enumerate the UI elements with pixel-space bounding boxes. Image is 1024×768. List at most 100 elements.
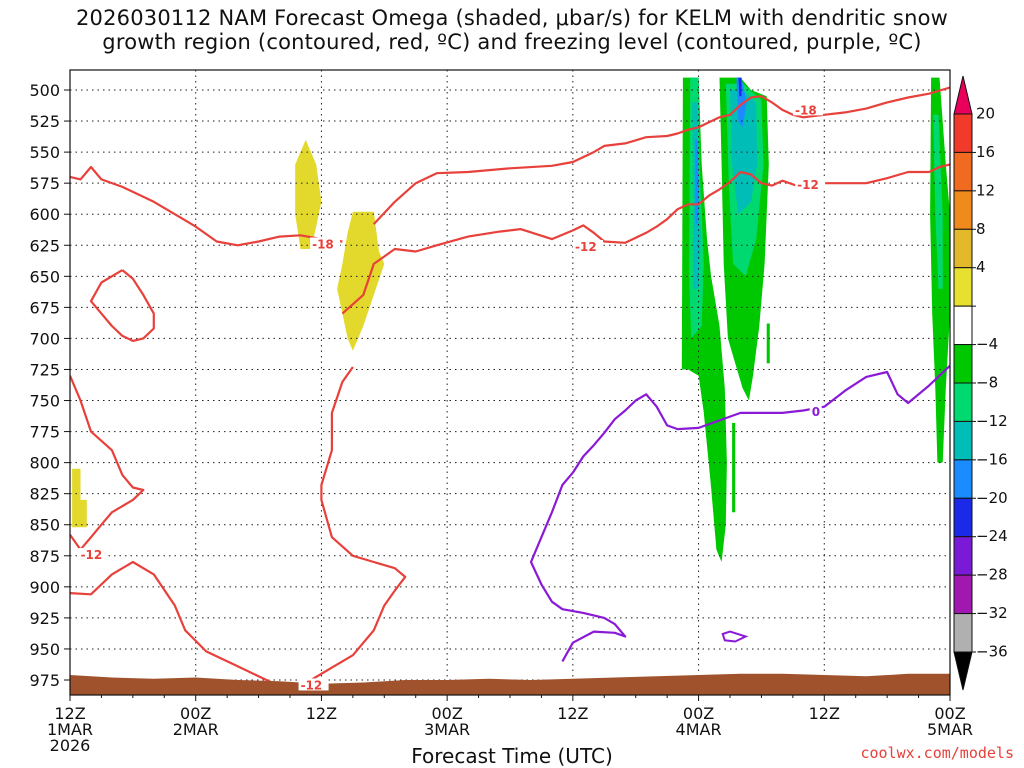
contour-freezing-level	[529, 364, 950, 662]
contour-label-bg-red-2	[795, 177, 826, 190]
x-tick-label-72-1: 12Z	[809, 704, 840, 723]
contour-label-bg-red-3	[573, 239, 604, 252]
colorbar-label-7: −12	[976, 412, 1008, 430]
colorbar: 20 16 12 8 4 −4 −8 −12 −16 −20 −24 −28 −32 −36	[953, 75, 1008, 691]
x-tick-label-84-1: 00Z	[934, 704, 965, 723]
colorbar-label-3: 8	[976, 220, 986, 238]
contour-label-bg-red-4	[298, 678, 329, 691]
contour-red-upper-left	[70, 165, 343, 247]
x-axis-label: Forecast Time (UTC)	[411, 744, 613, 768]
y-tick-label-625: 625	[29, 236, 60, 255]
contour-label-bg-red-1	[793, 103, 824, 116]
contour-red-lower-full	[341, 163, 950, 315]
y-tick-label-700: 700	[29, 329, 60, 348]
colorbar-swatch-5	[953, 305, 973, 346]
contour-label-red-2: -12	[797, 178, 819, 192]
contour-label-red-4: -12	[301, 678, 323, 692]
colorbar-label-2: 12	[976, 181, 995, 199]
colorbar-label-4: 4	[976, 258, 986, 276]
omega-blob-2	[72, 468, 87, 528]
y-tick-label-775: 775	[29, 423, 60, 442]
x-tick-label-48-1: 12Z	[557, 704, 588, 723]
colorbar-swatch-13	[953, 613, 973, 653]
y-tick-label-975: 975	[29, 671, 60, 690]
colorbar-label-0: 20	[976, 105, 995, 123]
omega-blob-13	[732, 422, 736, 513]
contour-red-big-loop	[70, 366, 407, 694]
x-tick-label-0-3: 2026	[50, 736, 91, 755]
y-tick-label-525: 525	[29, 112, 60, 131]
colorbar-label-12: −32	[976, 604, 1008, 622]
contour-label-red-3: -12	[575, 240, 597, 254]
y-tick-label-850: 850	[29, 516, 60, 535]
y-tick-label-650: 650	[29, 267, 60, 286]
y-tick-label-825: 825	[29, 485, 60, 504]
y-axis: 500 525 550 575 600 625 650 675 700 725 750 775 800 8…	[29, 81, 70, 690]
x-tick-label-84-2: 5MAR	[927, 720, 973, 739]
colorbar-label-6: −8	[976, 374, 998, 392]
omega-shading	[72, 77, 950, 562]
y-tick-label-925: 925	[29, 609, 60, 628]
x-tick-label-0-1: 12Z	[54, 704, 85, 723]
x-tick-label-36-2: 3MAR	[424, 720, 470, 739]
omega-blob-10	[736, 77, 747, 128]
colorbar-swatch-12	[953, 574, 973, 615]
terrain-ground	[70, 673, 950, 695]
y-tick-label-750: 750	[29, 392, 60, 411]
colorbar-swatch-4	[953, 267, 973, 307]
contour-label-bg-red-5	[78, 548, 109, 561]
y-tick-label-675: 675	[29, 298, 60, 317]
colorbar-swatch-3	[953, 228, 973, 269]
y-tick-label-950: 950	[29, 640, 60, 659]
contour-label-bg-purple-0	[809, 404, 822, 417]
colorbar-swatch-7	[953, 382, 973, 422]
y-tick-label-500: 500	[29, 81, 60, 100]
colorbar-swatch-6	[953, 344, 973, 384]
y-tick-label-725: 725	[29, 360, 60, 379]
contour-label-red-5: -12	[81, 548, 103, 562]
contour-freezing-small-loop	[721, 630, 749, 643]
chart-title: 2026030112 NAM Forecast Omega (shaded, μ…	[0, 6, 1024, 54]
colorbar-swatch-1	[953, 151, 973, 192]
x-tick-label-60-1: 00Z	[683, 704, 714, 723]
contour-label-red-0: -18	[312, 238, 334, 252]
omega-blob-0	[295, 139, 322, 249]
x-tick-label-24-1: 12Z	[306, 704, 337, 723]
colorbar-swatch-9	[953, 459, 973, 499]
contour-label-purple-0: 0	[812, 405, 820, 419]
y-tick-label-600: 600	[29, 205, 60, 224]
colorbar-label-8: −16	[976, 450, 1008, 468]
x-tick-label-12-1: 00Z	[180, 704, 211, 723]
y-tick-label-900: 900	[29, 578, 60, 597]
plot-background	[70, 70, 950, 695]
colorbar-swatch-8	[953, 420, 973, 461]
colorbar-swatch-2	[953, 190, 973, 230]
colorbar-label-10: −24	[976, 527, 1008, 545]
x-tick-label-0-2: 1MAR	[47, 720, 93, 739]
colorbar-label-11: −28	[976, 566, 1008, 584]
omega-blob-12	[766, 323, 770, 364]
colorbar-swatch-10	[953, 497, 973, 538]
omega-blob-1	[337, 211, 385, 351]
chart-title-line2: growth region (contoured, red, ºC) and f…	[102, 30, 922, 54]
contour-label-red-1: -18	[795, 103, 817, 117]
contour-labels: -18 -18 -12 -12 -12 -12 0	[78, 103, 826, 692]
chart-title-line1: 2026030112 NAM Forecast Omega (shaded, μ…	[75, 6, 949, 30]
y-tick-label-575: 575	[29, 174, 60, 193]
y-tick-label-800: 800	[29, 454, 60, 473]
x-tick-label-36-1: 00Z	[431, 704, 462, 723]
terrain-fill	[70, 673, 950, 695]
colorbar-label-5: −4	[976, 335, 998, 353]
credit-text: coolwx.com/models	[860, 744, 1014, 762]
contour-red-upper-right	[372, 86, 950, 225]
x-tick-label-12-2: 2MAR	[173, 720, 219, 739]
x-tick-label-60-2: 4MAR	[676, 720, 722, 739]
contour-red-left-small	[70, 375, 145, 551]
y-tick-label-875: 875	[29, 547, 60, 566]
colorbar-top-triangle	[953, 75, 973, 115]
colorbar-label-13: −36	[976, 643, 1008, 661]
colorbar-swatch-0	[953, 113, 973, 153]
colorbar-label-1: 16	[976, 143, 995, 161]
